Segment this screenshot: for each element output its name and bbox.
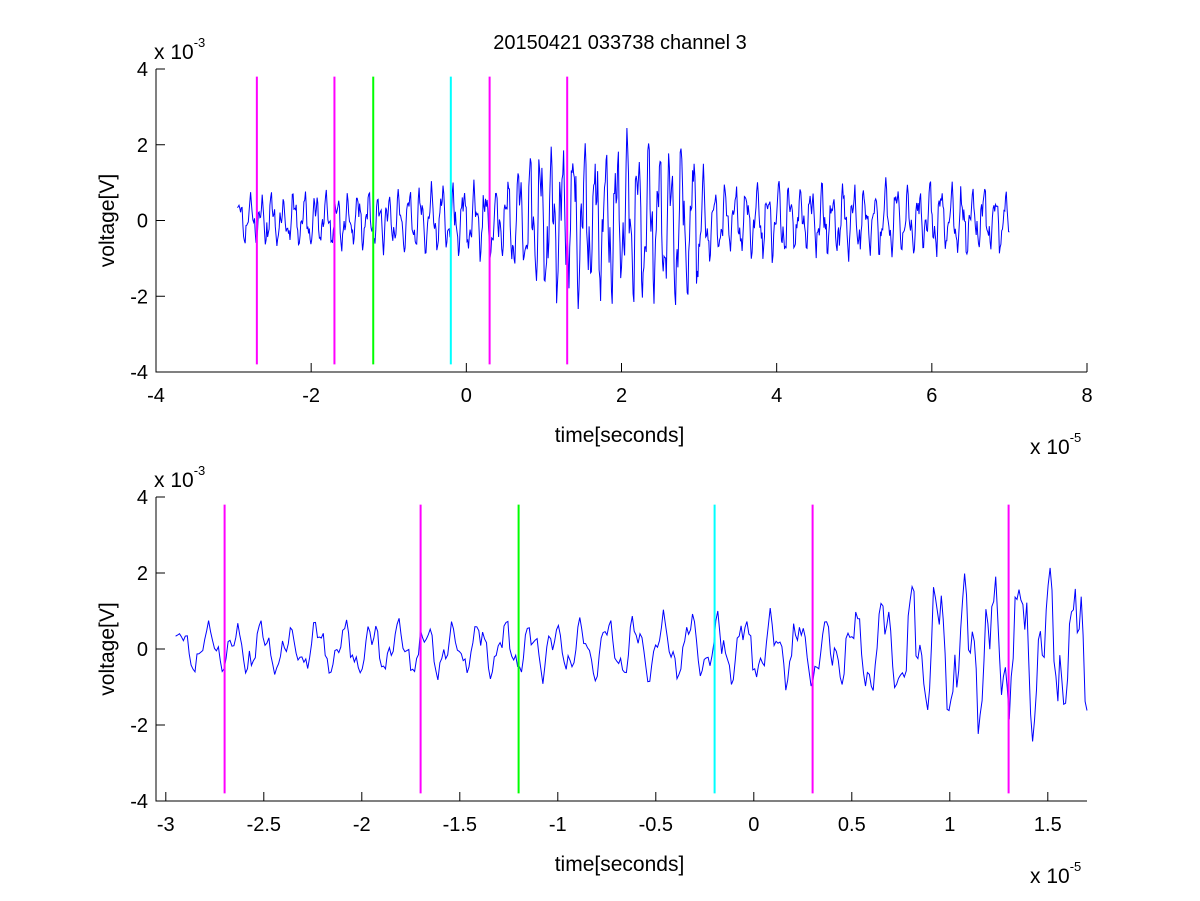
y-tick-label: -4 bbox=[130, 791, 148, 813]
y-tick-label: 2 bbox=[137, 135, 148, 157]
x-exponent-label: x 10-5 bbox=[1030, 859, 1081, 888]
y-axis-label: voltage[V] bbox=[96, 602, 119, 695]
x-tick-label: -4 bbox=[147, 385, 165, 407]
y-tick-label: -4 bbox=[130, 362, 148, 384]
y-tick-label: 0 bbox=[137, 639, 148, 661]
bottom-plot: -3 -2.5 -2 -1.5 -1 -0.5 0 0.5 1 1.5 -4 -2 0 2 4 time[se… bbox=[96, 463, 1088, 888]
voltage-trace bbox=[237, 127, 1010, 310]
y-tick-label: 4 bbox=[137, 487, 148, 509]
x-tick-label: -1 bbox=[549, 814, 567, 836]
y-tick-label: 2 bbox=[137, 563, 148, 585]
y-exponent-label: x 10-3 bbox=[154, 35, 205, 64]
y-tick-label: 0 bbox=[137, 211, 148, 233]
x-tick-label: 1 bbox=[944, 814, 955, 836]
x-tick-label: 6 bbox=[926, 385, 937, 407]
top-plot: -4 -2 0 2 4 6 8 -4 -2 0 2 4 time[seconds] voltage[V] x… bbox=[96, 35, 1093, 459]
x-axis-label: time[seconds] bbox=[555, 853, 685, 876]
x-tick-label: -2 bbox=[353, 814, 371, 836]
x-tick-label: -2.5 bbox=[247, 814, 281, 836]
x-tick-label: -0.5 bbox=[639, 814, 673, 836]
x-tick-label: 8 bbox=[1081, 385, 1092, 407]
y-tick-label: -2 bbox=[130, 715, 148, 737]
x-tick-label: 4 bbox=[771, 385, 782, 407]
y-tick-label: 4 bbox=[137, 59, 148, 81]
x-tick-label: 1.5 bbox=[1034, 814, 1062, 836]
x-exponent-label: x 10-5 bbox=[1030, 430, 1081, 459]
y-axis-label: voltage[V] bbox=[96, 174, 119, 267]
x-tick-label: -1.5 bbox=[443, 814, 477, 836]
voltage-trace bbox=[175, 567, 1088, 742]
x-tick-label: -3 bbox=[157, 814, 175, 836]
figure-title: 20150421 033738 channel 3 bbox=[493, 32, 747, 54]
x-tick-label: 2 bbox=[616, 385, 627, 407]
y-exponent-label: x 10-3 bbox=[154, 463, 205, 492]
x-axis-label: time[seconds] bbox=[555, 424, 685, 447]
x-tick-label: 0 bbox=[748, 814, 759, 836]
y-tick-label: -2 bbox=[130, 286, 148, 308]
x-tick-label: 0 bbox=[461, 385, 472, 407]
x-tick-label: -2 bbox=[302, 385, 320, 407]
x-tick-label: 0.5 bbox=[838, 814, 866, 836]
